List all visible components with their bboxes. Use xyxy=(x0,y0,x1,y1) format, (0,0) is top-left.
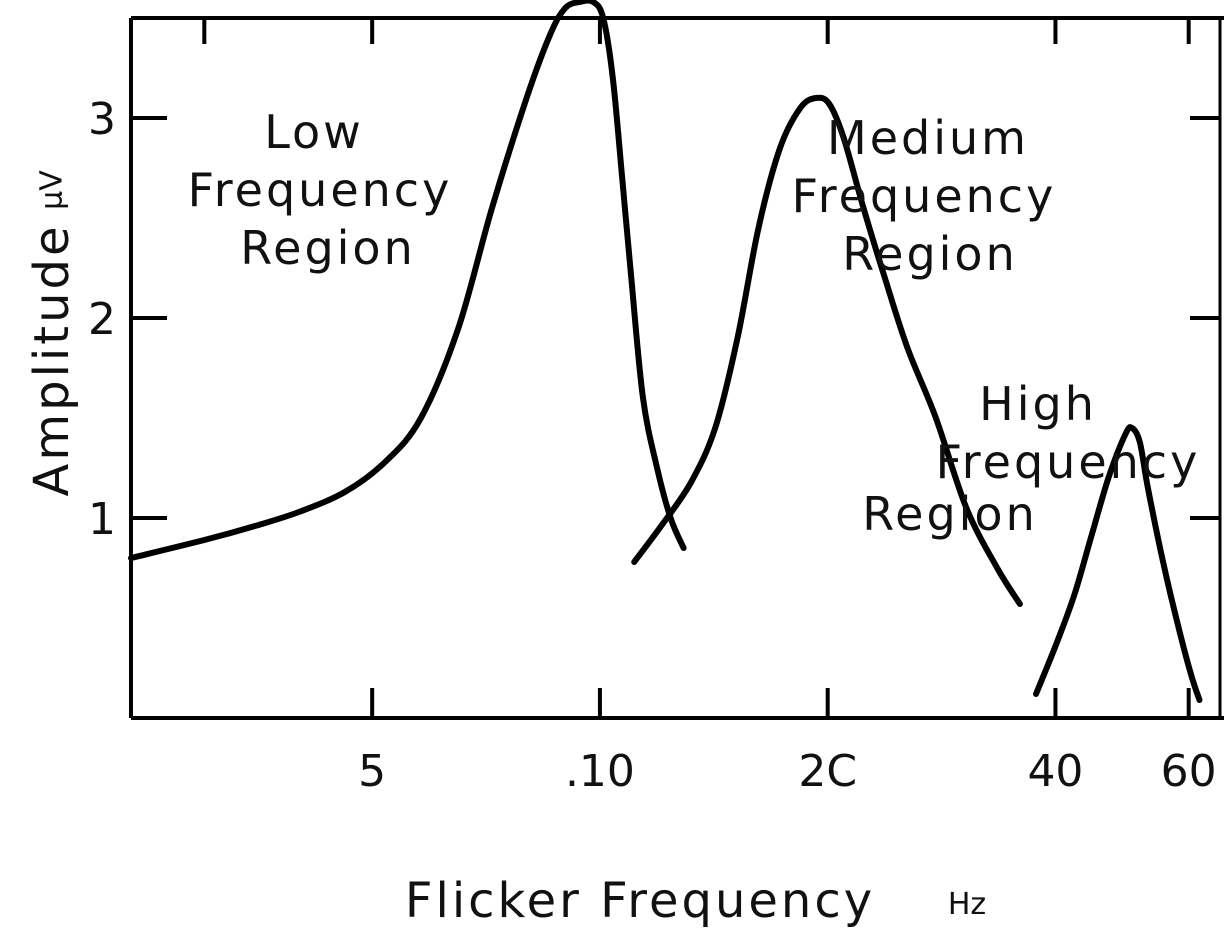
x-tick-label: .10 xyxy=(565,746,635,797)
x-axis-title: Flicker Frequency Hz xyxy=(405,873,986,929)
region-label-high-line-1: High xyxy=(979,377,1097,431)
series-line-2 xyxy=(631,94,1023,607)
region-label-medium: Medium Frequency Region xyxy=(792,111,1057,281)
region-label-high-line-2: Frequency xyxy=(936,435,1201,489)
x-tick-label: 2C xyxy=(798,746,857,797)
region-label-medium-line-3: Region xyxy=(842,227,1017,281)
y-axis-title: Amplitude µV xyxy=(24,170,80,497)
region-label-high-line-3: Region xyxy=(862,487,1037,541)
x-axis-unit: Hz xyxy=(948,887,986,922)
series-line-3 xyxy=(1033,424,1203,703)
region-label-low: Low Frequency Region xyxy=(188,105,453,275)
y-axis-unit: µV xyxy=(35,170,70,210)
y-tick-label: 3 xyxy=(88,94,116,145)
y-axis-label: Amplitude xyxy=(24,224,80,497)
x-tick-label: 40 xyxy=(1027,746,1083,797)
y-tick-label: 1 xyxy=(88,494,116,545)
x-axis-label: Flicker Frequency xyxy=(405,873,875,929)
series-line-1 xyxy=(128,0,687,561)
region-label-medium-line-1: Medium xyxy=(827,111,1029,165)
x-tick-label: 60 xyxy=(1161,746,1217,797)
region-label-low-line-1: Low xyxy=(264,105,364,159)
region-label-high: High Frequency Region xyxy=(862,377,1201,541)
x-tick-label: 5 xyxy=(358,746,386,797)
region-label-low-line-2: Frequency xyxy=(188,163,453,217)
series-group xyxy=(128,0,1203,703)
region-label-low-line-3: Region xyxy=(240,221,415,275)
y-tick-label: 2 xyxy=(88,294,116,345)
axis-ticks: 5 .10 2C 40 60 1 2 3 xyxy=(88,18,1220,797)
region-label-medium-line-2: Frequency xyxy=(792,169,1057,223)
